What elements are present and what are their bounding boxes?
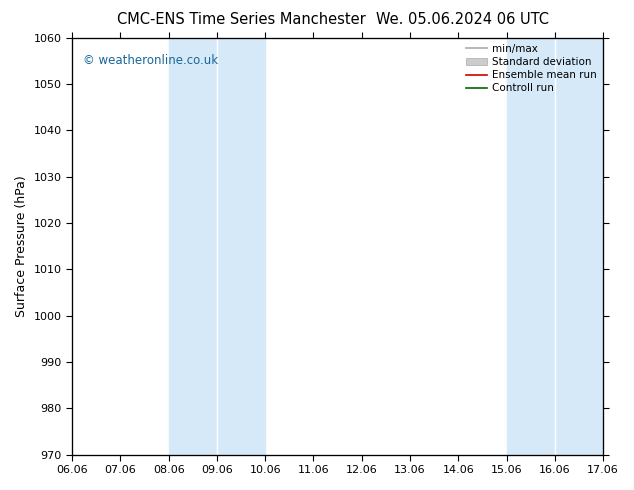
Text: © weatheronline.co.uk: © weatheronline.co.uk [82,54,218,68]
Bar [169,38,265,455]
Y-axis label: Surface Pressure (hPa): Surface Pressure (hPa) [15,175,28,317]
Bar [507,38,603,455]
Text: CMC-ENS Time Series Manchester: CMC-ENS Time Series Manchester [117,12,365,27]
Text: We. 05.06.2024 06 UTC: We. 05.06.2024 06 UTC [377,12,549,27]
Legend: min/max, Standard deviation, Ensemble mean run, Controll run: min/max, Standard deviation, Ensemble me… [462,40,601,98]
